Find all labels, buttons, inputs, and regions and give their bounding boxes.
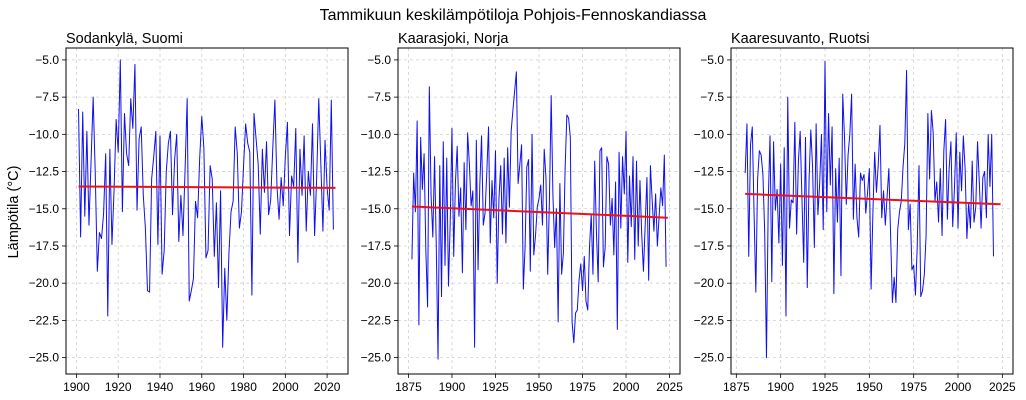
y-axis-label: Lämpötila (°C) xyxy=(6,166,22,259)
panel-kaaresuvanto: Kaaresuvanto, Ruotsi 1875 1900 1925 1950 197… xyxy=(694,31,1016,394)
plot-frame xyxy=(65,47,349,375)
y-tick-label: −22.5 xyxy=(361,313,392,327)
y-tick-label: −10.0 xyxy=(29,127,60,141)
y-tick-label: −7.5 xyxy=(700,90,724,104)
y-tick-label: −7.5 xyxy=(367,90,391,104)
y-tick-label: −5.0 xyxy=(700,53,724,67)
x-tick-label: 1950 xyxy=(526,380,553,394)
trend-line xyxy=(78,185,336,189)
y-tick-label: −22.5 xyxy=(694,313,725,327)
x-tick-label: 2000 xyxy=(613,380,640,394)
panel-sodankyla: Sodankylä, Suomi 1900 1920 1940 1960 1980 200… xyxy=(29,31,349,394)
temperature-series-line xyxy=(78,59,334,348)
y-tick-label: −22.5 xyxy=(29,313,60,327)
plot-frame xyxy=(730,47,1014,375)
y-tick-label: −7.5 xyxy=(35,90,59,104)
y-tick-label: −20.0 xyxy=(694,276,725,290)
y-tick-label: −25.0 xyxy=(29,351,60,365)
x-tick-label: 2025 xyxy=(989,380,1016,394)
panel-title: Kaarasjoki, Norja xyxy=(398,31,509,47)
x-tick-label: 1960 xyxy=(188,380,215,394)
y-tick-label: −5.0 xyxy=(35,53,59,67)
x-tick-label: 1900 xyxy=(767,380,794,394)
x-tick-label: 1940 xyxy=(147,380,174,394)
x-tick-label: 1975 xyxy=(569,380,596,394)
x-tick-label: 2000 xyxy=(945,380,972,394)
x-tick-label: 2020 xyxy=(314,380,341,394)
y-tick-label: −10.0 xyxy=(361,127,392,141)
x-tick-label: 1925 xyxy=(482,380,509,394)
temperature-series-line xyxy=(744,60,994,359)
panel-title: Sodankylä, Suomi xyxy=(66,31,183,47)
trend-line xyxy=(411,205,668,219)
x-tick-label: 1875 xyxy=(723,380,750,394)
x-tick-label: 1980 xyxy=(230,380,257,394)
x-tick-label: 1900 xyxy=(439,380,466,394)
figure-title: Tammikuun keskilämpötiloja Pohjois-Fenno… xyxy=(320,7,707,24)
y-tick-label: −15.0 xyxy=(694,202,725,216)
x-tick-label: 1920 xyxy=(105,380,132,394)
x-tick-label: 1975 xyxy=(900,380,927,394)
y-tick-label: −25.0 xyxy=(694,351,725,365)
y-tick-label: −10.0 xyxy=(694,127,725,141)
x-tick-label: 2025 xyxy=(656,380,683,394)
y-tick-label: −12.5 xyxy=(29,165,60,179)
x-tick-label: 1950 xyxy=(856,380,883,394)
y-tick-label: −5.0 xyxy=(367,53,391,67)
y-tick-label: −15.0 xyxy=(29,202,60,216)
y-tick-label: −17.5 xyxy=(694,239,725,253)
y-tick-label: −25.0 xyxy=(361,351,392,365)
y-tick-label: −17.5 xyxy=(29,239,60,253)
trend-line xyxy=(745,192,1001,206)
plot-frame xyxy=(397,47,681,375)
panel-kaarasjoki: Kaarasjoki, Norja 1875 1900 1925 1950 1975 20… xyxy=(361,31,684,394)
x-tick-label: 1900 xyxy=(63,380,90,394)
x-tick-label: 2000 xyxy=(272,380,299,394)
x-tick-label: 1925 xyxy=(812,380,839,394)
y-tick-label: −12.5 xyxy=(361,165,392,179)
temperature-series-line xyxy=(411,71,667,360)
y-tick-label: −12.5 xyxy=(694,165,725,179)
y-tick-label: −15.0 xyxy=(361,202,392,216)
panel-title: Kaaresuvanto, Ruotsi xyxy=(731,31,870,47)
x-tick-label: 1875 xyxy=(395,380,422,394)
y-tick-label: −17.5 xyxy=(361,239,392,253)
y-tick-label: −20.0 xyxy=(29,276,60,290)
y-tick-label: −20.0 xyxy=(361,276,392,290)
